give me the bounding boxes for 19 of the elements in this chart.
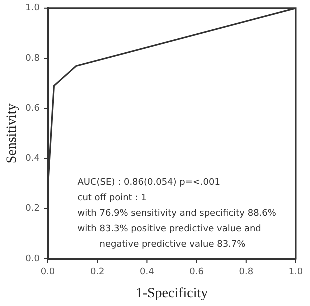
annotation: with 76.9% sensitivity and specificity 88.6% — [78, 208, 277, 219]
y-axis-title: Sensitivity — [5, 104, 20, 164]
annotation: AUC(SE) : 0.86(0.054) p=<.001 — [78, 178, 220, 188]
x-tick-label: 0.2 — [90, 268, 105, 278]
annotation: with 83.3% positive predictive value and — [78, 224, 262, 235]
y-tick-label: 1.0 — [26, 4, 40, 14]
annotation: cut off point : 1 — [78, 193, 147, 204]
y-tick-label: 0.2 — [26, 204, 40, 214]
y-tick-label: 0.8 — [26, 54, 40, 64]
x-tick-label: 0.4 — [140, 268, 155, 278]
y-tick-label: 0.4 — [26, 154, 40, 164]
x-tick-label: 1.0 — [288, 268, 304, 278]
x-tick-label: 0.6 — [190, 268, 204, 278]
y-tick-label: 0.6 — [26, 104, 40, 114]
x-axis-title: 1-Specificity — [136, 286, 208, 302]
x-tick-label: 0.0 — [40, 268, 56, 278]
y-tick-label: 0.0 — [26, 254, 40, 264]
annotation: negative predictive value 83.7% — [100, 240, 246, 250]
x-tick-label: 0.8 — [239, 268, 254, 278]
